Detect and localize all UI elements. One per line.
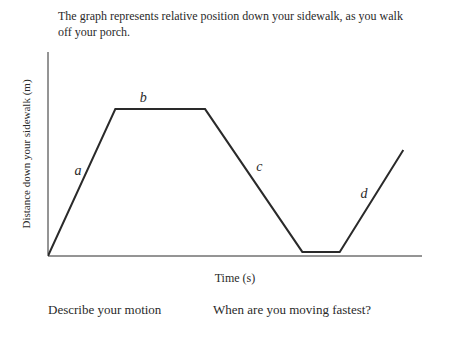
svg-text:b: b xyxy=(140,90,147,105)
svg-text:Time (s): Time (s) xyxy=(215,271,256,285)
html-text:The graph represents relative: The graph represents relative position d… xyxy=(58,9,403,23)
svg-text:c: c xyxy=(256,159,263,174)
html-text:Describe your motion: Describe your motion xyxy=(48,302,162,317)
svg-text:Distance down your sidewalk (m: Distance down your sidewalk (m) xyxy=(20,79,33,228)
svg-text:d: d xyxy=(361,186,369,201)
html-text:When are you moving fastest?: When are you moving fastest? xyxy=(213,302,372,317)
svg-text:a: a xyxy=(74,163,81,178)
html-text:off your porch.: off your porch. xyxy=(58,25,131,39)
